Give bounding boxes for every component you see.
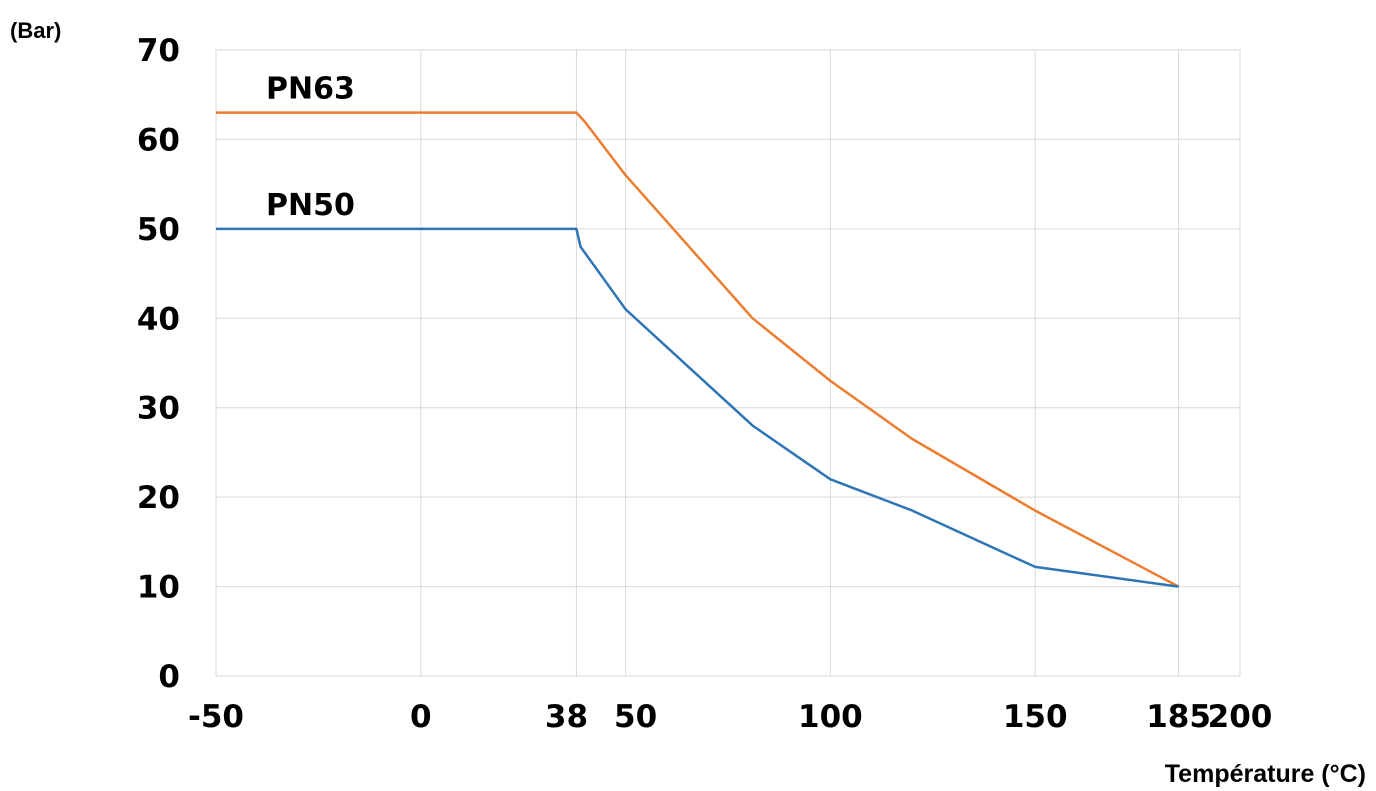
- series-label-pn63: PN63: [266, 72, 355, 107]
- plot-frame: [215, 49, 1241, 677]
- grid: [215, 49, 1241, 677]
- y-tick-label: 40: [137, 301, 180, 337]
- x-tick-label: -50: [188, 699, 244, 735]
- y-axis-ticks: 0 10 20 30 40 50 60 70: [137, 33, 180, 695]
- x-tick-label: 200: [1208, 699, 1273, 735]
- y-tick-label: 20: [137, 480, 180, 516]
- y-tick-label: 60: [137, 122, 180, 158]
- x-axis-label: Température (°C): [1165, 760, 1366, 788]
- series-line-pn50: [216, 227, 1179, 588]
- x-tick-label: 50: [614, 699, 657, 735]
- y-axis-label: (Bar): [10, 18, 61, 43]
- y-tick-label: 50: [137, 212, 180, 248]
- y-tick-label: 30: [137, 391, 180, 427]
- x-tick-label: 150: [1003, 699, 1068, 735]
- y-tick-label: 0: [158, 659, 180, 695]
- series-lines: [216, 111, 1180, 588]
- series-label-pn50: PN50: [266, 188, 355, 223]
- series-labels: PN63 PN50: [266, 72, 355, 223]
- x-tick-label: 100: [798, 699, 863, 735]
- x-tick-label: 38: [545, 699, 588, 735]
- x-tick-label: 0: [410, 699, 432, 735]
- x-tick-label: 185: [1146, 699, 1211, 735]
- series-line-pn63: [216, 111, 1180, 588]
- y-tick-label: 10: [137, 570, 180, 606]
- y-tick-label: 70: [137, 33, 180, 69]
